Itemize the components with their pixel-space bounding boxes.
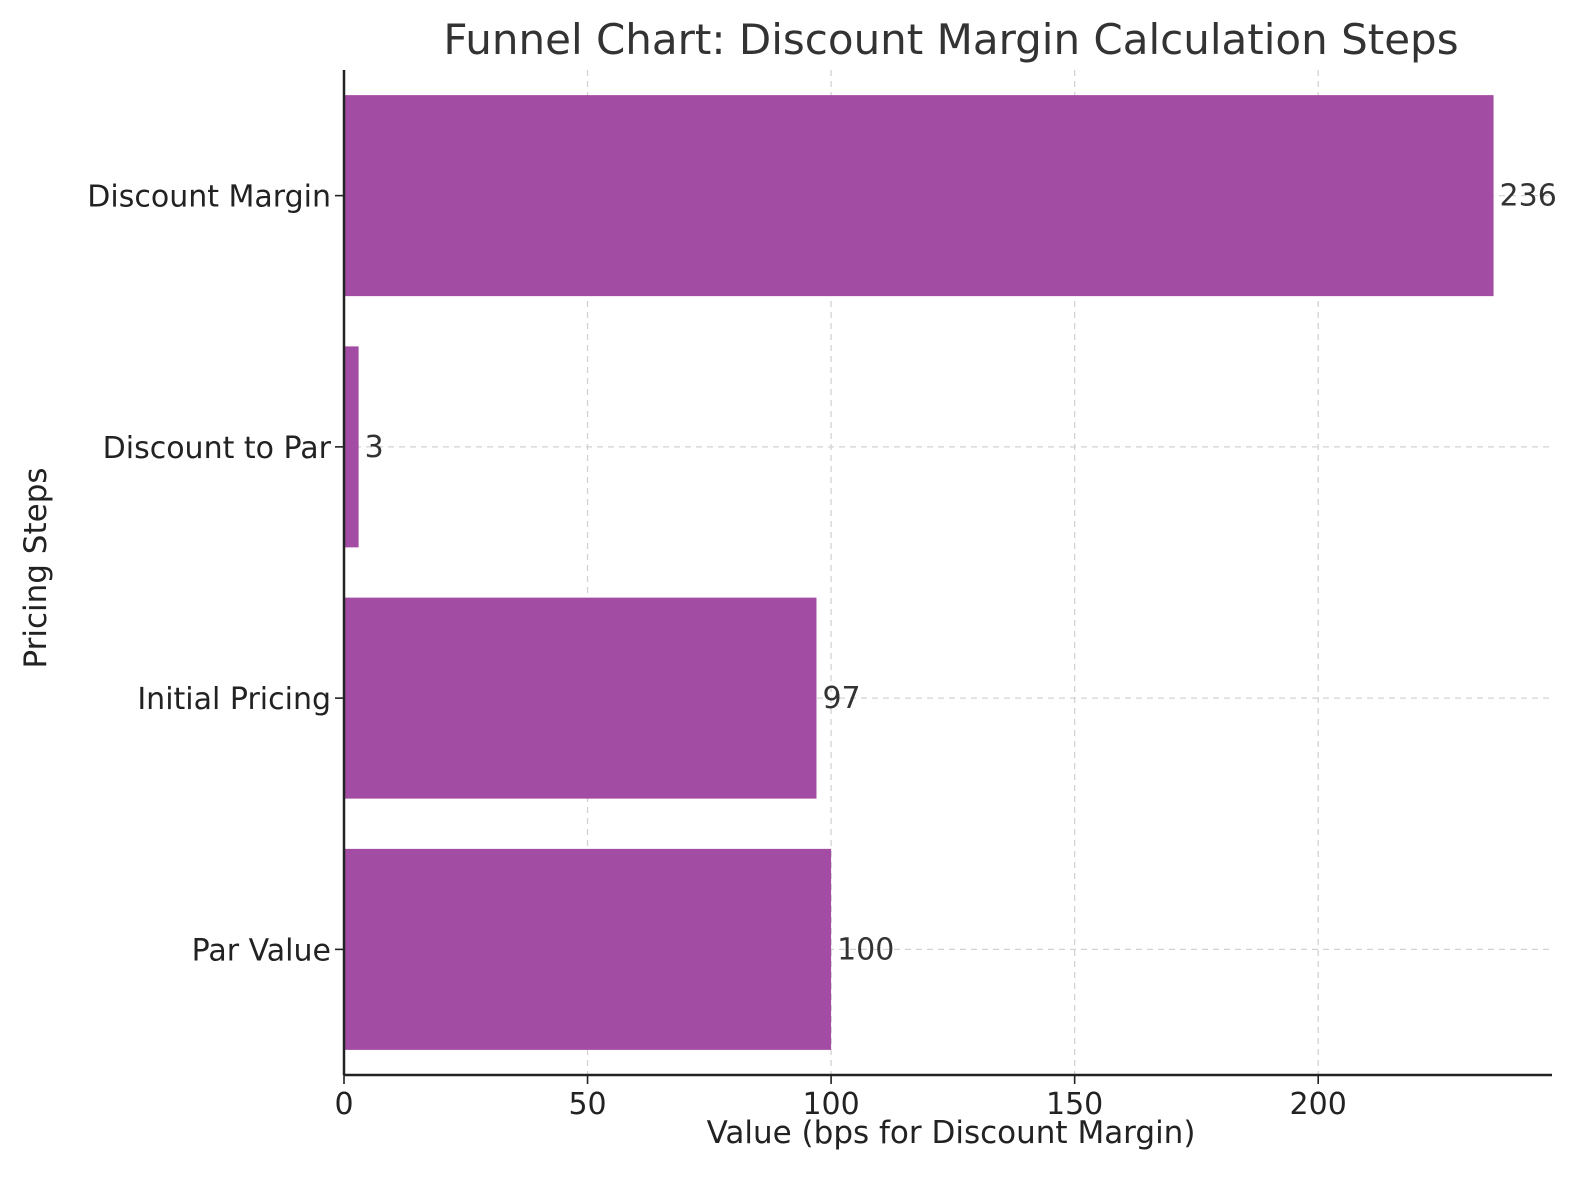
- data-label: 3: [365, 430, 384, 465]
- x-tick-label: 150: [1046, 1087, 1103, 1122]
- y-tick-label: Par Value: [192, 933, 331, 968]
- y-tick-label: Discount Margin: [87, 180, 331, 215]
- bar: [344, 95, 1494, 297]
- data-label: 100: [837, 932, 894, 967]
- y-axis-title: Pricing Steps: [18, 467, 54, 668]
- data-label: 97: [822, 681, 860, 716]
- x-tick-label: 0: [334, 1087, 353, 1122]
- bar: [344, 848, 832, 1050]
- x-tick-label: 100: [802, 1087, 859, 1122]
- y-tick-label: Discount to Par: [103, 431, 332, 466]
- x-tick-label: 200: [1290, 1087, 1347, 1122]
- y-tick-label: Initial Pricing: [137, 682, 331, 717]
- x-axis-title: Value (bps for Discount Margin): [707, 1115, 1196, 1151]
- bars: [344, 95, 1494, 1050]
- bar: [344, 346, 359, 548]
- data-label: 236: [1500, 179, 1557, 214]
- x-tick-label: 50: [568, 1087, 606, 1122]
- chart-title: Funnel Chart: Discount Margin Calculatio…: [443, 15, 1458, 64]
- labels: 100 97 3 236 0 50 100 150 200 Par Value Initial Pr…: [87, 179, 1557, 1122]
- bar: [344, 597, 817, 799]
- axes: [335, 70, 1552, 1084]
